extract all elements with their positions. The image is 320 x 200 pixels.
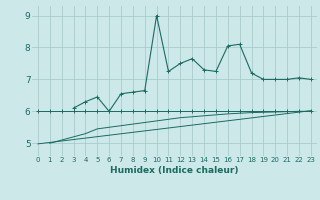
- X-axis label: Humidex (Indice chaleur): Humidex (Indice chaleur): [110, 166, 239, 175]
